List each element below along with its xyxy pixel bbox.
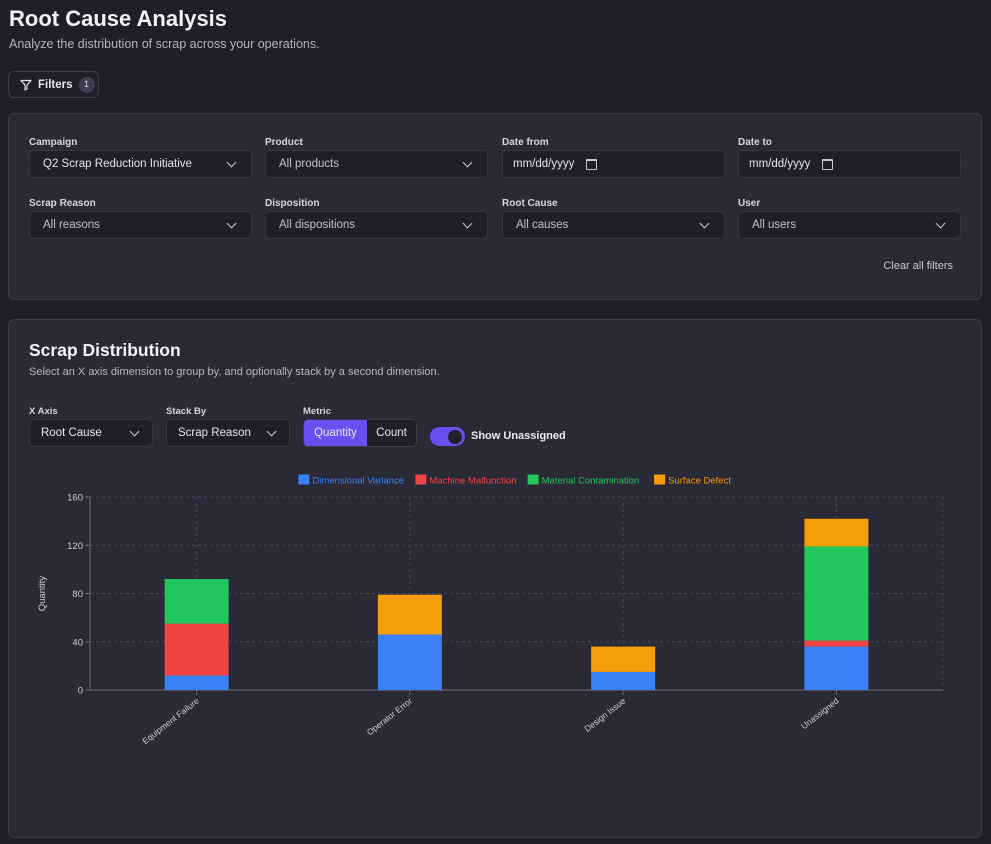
campaign-label: Campaign: [29, 137, 78, 148]
x-tick-label: Equipment Failure: [140, 696, 201, 747]
calendar-icon[interactable]: [586, 158, 598, 170]
legend-label: Machine Malfunction: [429, 476, 516, 487]
disposition-value: All dispositions: [279, 219, 356, 231]
bar-segment: [377, 634, 442, 690]
date-to-placeholder: mm/dd/yyyy: [749, 158, 811, 170]
page-title: Root Cause Analysis: [9, 6, 228, 31]
x-axis-label: X Axis: [29, 406, 58, 417]
scrap-reason-label: Scrap Reason: [29, 198, 96, 209]
root-cause-value: All causes: [516, 219, 569, 231]
metric-quantity-button[interactable]: Quantity: [304, 420, 367, 446]
toggle-knob: [448, 429, 462, 444]
campaign-select[interactable]: Q2 Scrap Reduction Initiative: [29, 150, 252, 178]
date-to-label: Date to: [738, 137, 772, 148]
metric-label: Metric: [303, 406, 331, 417]
legend-label: Surface Defect: [668, 476, 731, 487]
product-label: Product: [265, 137, 303, 148]
filters-button[interactable]: Filters 1: [8, 71, 99, 98]
y-tick-label: 0: [78, 686, 83, 697]
bar-segment: [164, 675, 229, 690]
x-tick-label: Design Issue: [582, 696, 627, 734]
bar-segment: [804, 640, 869, 647]
date-from-placeholder: mm/dd/yyyy: [513, 158, 575, 170]
scrap-reason-select[interactable]: All reasons: [29, 211, 252, 239]
disposition-label: Disposition: [265, 198, 320, 209]
filter-icon: [20, 79, 32, 91]
legend-swatch: [654, 474, 666, 485]
bar-segment: [164, 579, 229, 624]
user-label: User: [738, 198, 761, 209]
filters-panel: Campaign Q2 Scrap Reduction Initiative P…: [8, 113, 982, 300]
stack-by-label: Stack By: [166, 406, 207, 417]
y-tick-label: 160: [67, 493, 83, 504]
page-subtitle: Analyze the distribution of scrap across…: [9, 37, 320, 51]
product-select[interactable]: All products: [265, 150, 488, 178]
product-value: All products: [279, 158, 340, 170]
y-tick-label: 80: [72, 589, 83, 600]
metric-count-button[interactable]: Count: [367, 420, 416, 446]
y-axis-label: Quantity: [37, 576, 48, 612]
campaign-value: Q2 Scrap Reduction Initiative: [43, 158, 192, 170]
bar-segment: [591, 646, 656, 672]
y-tick-label: 120: [67, 541, 83, 552]
user-value: All users: [752, 219, 797, 231]
disposition-select[interactable]: All dispositions: [265, 211, 488, 239]
legend-swatch: [527, 474, 539, 485]
bar-segment: [804, 518, 869, 547]
bar-segment: [377, 594, 442, 635]
root-cause-select[interactable]: All causes: [502, 211, 725, 239]
filters-count-badge: 1: [78, 76, 95, 93]
metric-toggle-group: Quantity Count: [303, 419, 417, 447]
x-axis-value: Root Cause: [41, 427, 102, 439]
distribution-title: Scrap Distribution: [29, 340, 181, 360]
user-select[interactable]: All users: [738, 211, 961, 239]
stack-by-select[interactable]: Scrap Reason: [166, 419, 290, 447]
legend-swatch: [415, 474, 427, 485]
x-tick-label: Unassigned: [799, 696, 841, 732]
bar-segment: [804, 546, 869, 641]
legend-label: Dimensional Variance: [312, 476, 404, 487]
bar-segment: [591, 671, 656, 690]
distribution-subtitle: Select an X axis dimension to group by, …: [29, 366, 440, 378]
date-from-input[interactable]: mm/dd/yyyy: [502, 150, 725, 178]
filters-button-label: Filters: [38, 78, 73, 91]
stack-by-value: Scrap Reason: [178, 427, 251, 439]
y-tick-label: 40: [72, 637, 83, 648]
calendar-icon[interactable]: [822, 158, 834, 170]
bar-segment: [804, 646, 869, 690]
root-cause-label: Root Cause: [502, 198, 558, 209]
legend-swatch: [298, 474, 310, 485]
date-to-input[interactable]: mm/dd/yyyy: [738, 150, 961, 178]
date-from-label: Date from: [502, 137, 549, 148]
x-axis-select[interactable]: Root Cause: [29, 419, 153, 447]
legend-label: Material Contamination: [542, 476, 640, 487]
show-unassigned-label: Show Unassigned: [471, 430, 566, 442]
bar-segment: [164, 623, 229, 676]
x-tick-label: Operator Error: [365, 696, 414, 738]
scrap-reason-value: All reasons: [43, 219, 100, 231]
clear-all-filters-link[interactable]: Clear all filters: [883, 260, 953, 272]
show-unassigned-toggle[interactable]: [430, 427, 465, 446]
